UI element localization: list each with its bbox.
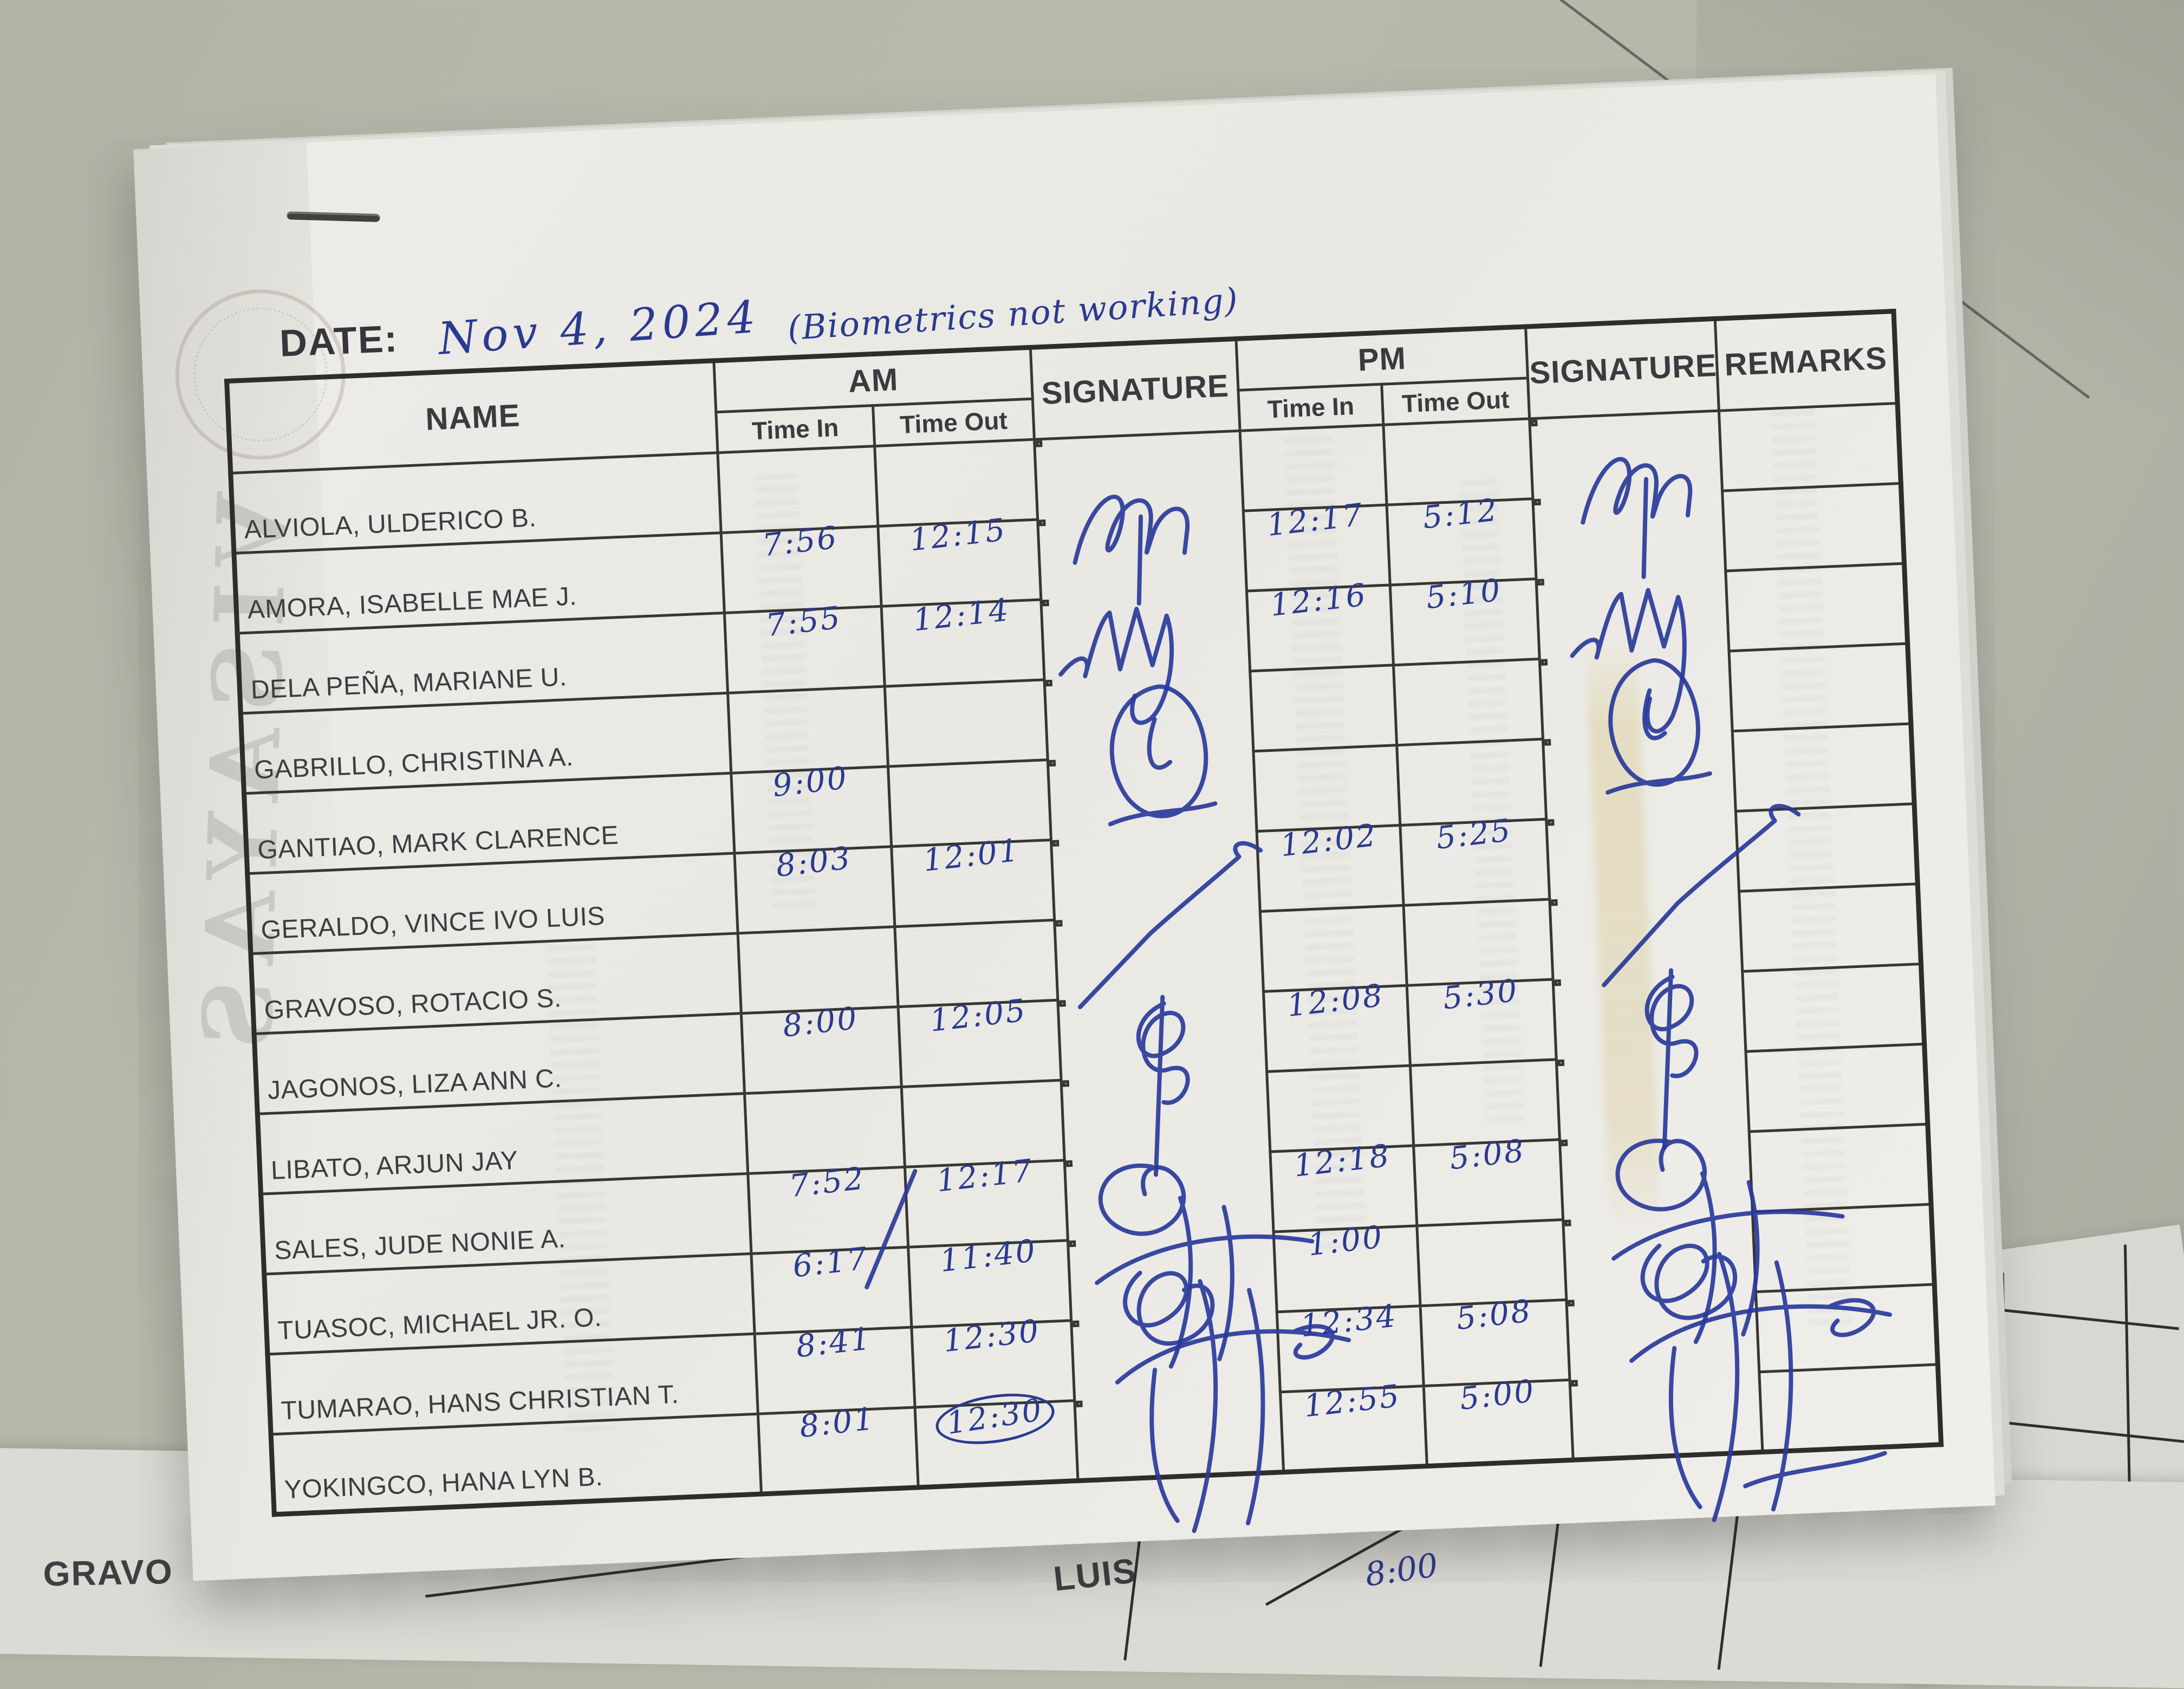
pm-signature-cell bbox=[1561, 1139, 1568, 1146]
remarks-cell bbox=[1728, 644, 1911, 731]
am-signature-cell bbox=[1045, 679, 1053, 686]
header-signature-am: SIGNATURE bbox=[1030, 339, 1240, 440]
am-time-in: 7:55 bbox=[763, 600, 843, 644]
pm-time-out: 5:30 bbox=[1440, 972, 1520, 1017]
pm-time-out: 5:08 bbox=[1447, 1133, 1527, 1177]
under-sheet-handwritten-time: 8:00 bbox=[1362, 1546, 1441, 1594]
biometrics-note: (Biometrics not working) bbox=[786, 280, 1240, 348]
pm-signature-cell bbox=[1540, 658, 1548, 666]
pm-signature-cell bbox=[1554, 979, 1562, 986]
under-sheet-name-fragment-2: LUIS bbox=[1051, 1550, 1139, 1599]
am-signature-cell bbox=[1059, 999, 1066, 1007]
am-time-in: 8:03 bbox=[774, 840, 854, 885]
header-pm-time-out: Time Out bbox=[1381, 378, 1530, 425]
date-handwritten: Nov 4, 2024 bbox=[437, 291, 762, 365]
header-am-time-in: Time In bbox=[716, 405, 875, 453]
staple bbox=[287, 211, 380, 222]
under-sheet-name-fragment: GRAVO bbox=[42, 1551, 174, 1594]
pm-signature-cell bbox=[1534, 498, 1541, 505]
am-time-in: 6:17 bbox=[790, 1240, 870, 1285]
am-time-in: 9:00 bbox=[770, 759, 850, 804]
am-signature-cell bbox=[1049, 759, 1056, 766]
remarks-cell bbox=[1739, 884, 1921, 972]
pm-time-out: 5:10 bbox=[1424, 572, 1504, 616]
pm-signature-cell bbox=[1548, 818, 1555, 826]
pm-signature-cell bbox=[1557, 1059, 1565, 1066]
am-time-in: 8:41 bbox=[794, 1321, 874, 1365]
am-signature-cell bbox=[1062, 1080, 1070, 1087]
pm-time-out: 5:08 bbox=[1454, 1292, 1534, 1337]
header-pm-time-in: Time In bbox=[1238, 384, 1383, 431]
am-time-in: 8:01 bbox=[797, 1400, 877, 1445]
remarks-cell bbox=[1732, 723, 1915, 811]
attendance-sheet: VISAYAS DATE: Nov 4, 2024 (Biometrics no… bbox=[133, 74, 1995, 1581]
pm-signature-cell bbox=[1551, 899, 1558, 906]
am-signature-cell bbox=[1069, 1240, 1076, 1247]
pm-signature-cell bbox=[1544, 738, 1551, 746]
pm-time-out: 5:12 bbox=[1420, 492, 1500, 536]
remarks-cell bbox=[1759, 1364, 1941, 1452]
am-signature-cell bbox=[1052, 839, 1060, 847]
am-signature-cell bbox=[1039, 519, 1046, 526]
remarks-cell bbox=[1725, 563, 1908, 651]
remarks-cell bbox=[1719, 403, 1901, 491]
remarks-cell bbox=[1749, 1124, 1932, 1212]
pm-signature-cell bbox=[1568, 1299, 1575, 1307]
am-signature-cell bbox=[1056, 919, 1063, 927]
remarks-cell bbox=[1735, 803, 1918, 892]
header-remarks: REMARKS bbox=[1715, 311, 1898, 411]
date-label: DATE: bbox=[278, 317, 399, 365]
remarks-cell bbox=[1745, 1044, 1928, 1132]
am-time-in: 8:00 bbox=[780, 1000, 860, 1044]
pm-time-out: 5:00 bbox=[1457, 1373, 1537, 1418]
am-time-in: 7:52 bbox=[787, 1160, 867, 1205]
remarks-cell bbox=[1722, 483, 1904, 571]
attendance-table: NAME AM SIGNATURE PM SIGNATURE REMARKS T… bbox=[224, 308, 1944, 1517]
am-signature-cell bbox=[1065, 1160, 1073, 1167]
pm-time-out: 5:25 bbox=[1434, 812, 1513, 856]
pm-signature-cell bbox=[1537, 579, 1545, 586]
am-signature-cell bbox=[1076, 1400, 1083, 1407]
pm-signature-cell bbox=[1571, 1379, 1578, 1387]
remarks-cell bbox=[1742, 964, 1925, 1052]
pm-signature-cell bbox=[1531, 419, 1538, 427]
am-time-in: 7:56 bbox=[760, 519, 840, 564]
am-signature-cell bbox=[1072, 1320, 1080, 1327]
am-signature-cell bbox=[1042, 599, 1049, 606]
remarks-cell bbox=[1752, 1204, 1935, 1292]
pm-time-in: 1:00 bbox=[1306, 1219, 1386, 1263]
am-signature-cell bbox=[1036, 440, 1043, 447]
remarks-cell bbox=[1756, 1284, 1938, 1372]
header-am-time-out: Time Out bbox=[873, 399, 1035, 446]
pm-signature-cell bbox=[1564, 1219, 1571, 1226]
header-signature-pm: SIGNATURE bbox=[1525, 319, 1719, 419]
